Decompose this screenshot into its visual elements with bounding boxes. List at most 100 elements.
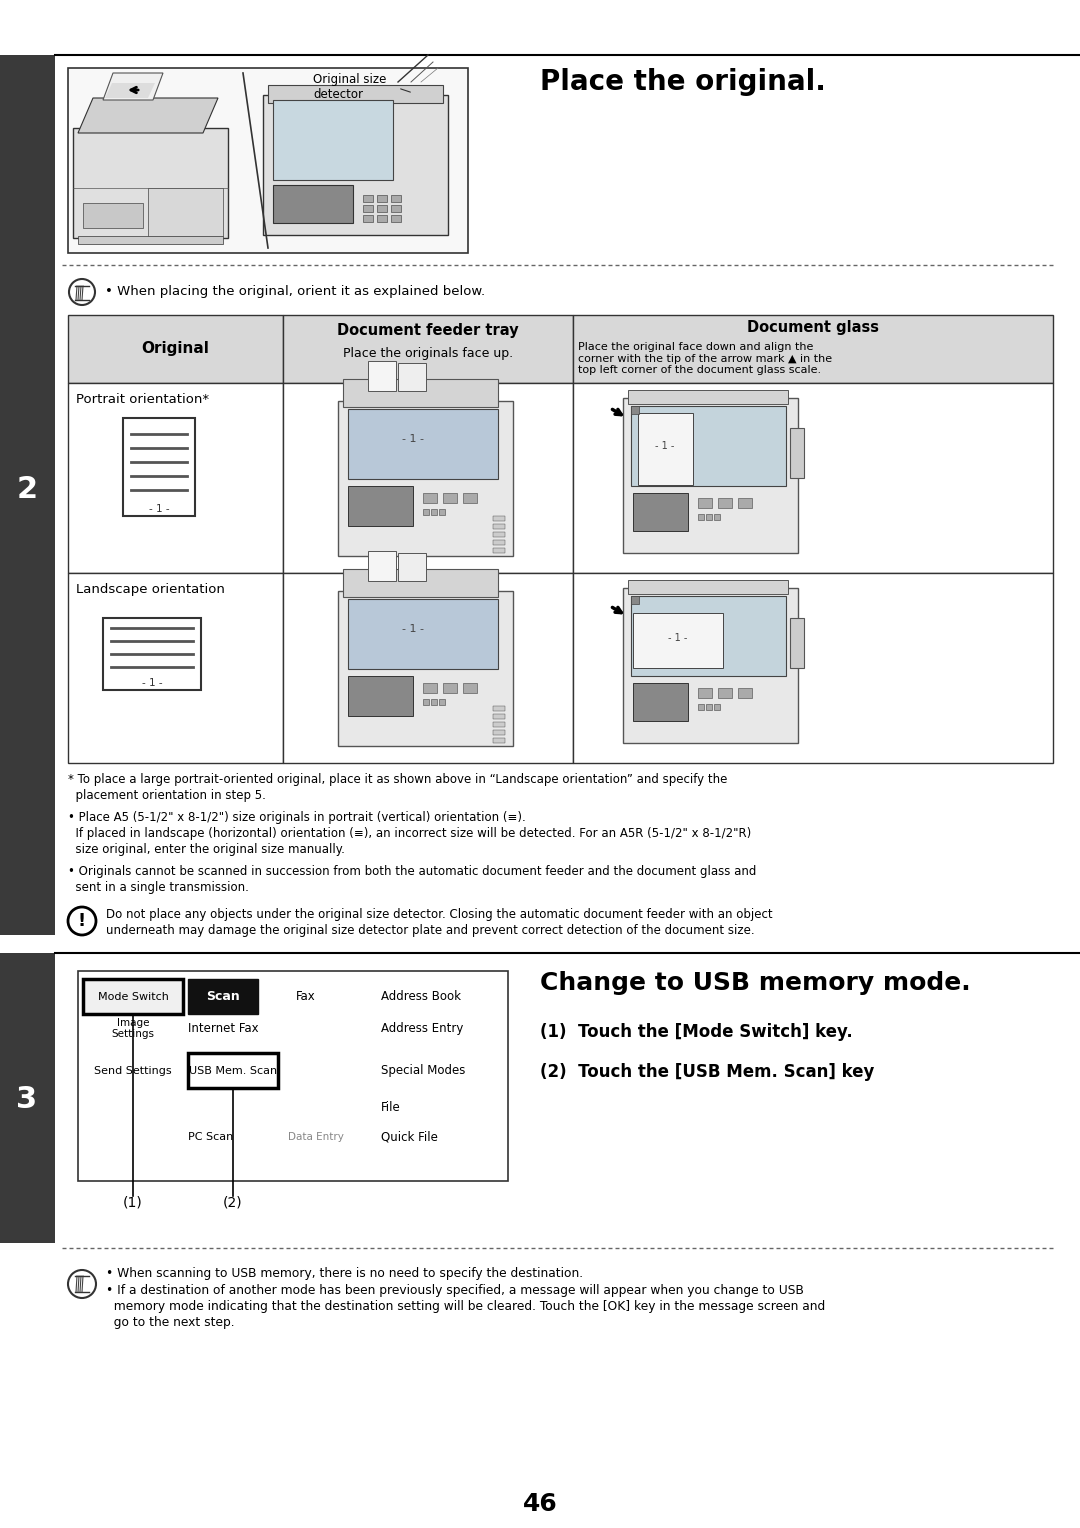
Text: (1)  Touch the [Mode Switch] key.: (1) Touch the [Mode Switch] key.: [540, 1024, 853, 1041]
Bar: [348, 486, 413, 526]
Text: - 1 -: - 1 -: [656, 442, 675, 451]
Text: File: File: [381, 1102, 401, 1114]
Text: (2)  Touch the [USB Mem. Scan] key: (2) Touch the [USB Mem. Scan] key: [540, 1063, 875, 1080]
Bar: [423, 683, 437, 694]
Polygon shape: [105, 83, 156, 98]
Bar: [573, 384, 1053, 573]
Bar: [83, 203, 143, 228]
Bar: [423, 494, 437, 503]
Text: Scan: Scan: [206, 990, 240, 1002]
Bar: [338, 591, 513, 746]
Bar: [283, 315, 573, 384]
Text: Place the original face down and align the
corner with the tip of the arrow mark: Place the original face down and align t…: [578, 342, 832, 376]
Text: Mode Switch: Mode Switch: [97, 992, 168, 1001]
Text: (2): (2): [224, 1196, 243, 1210]
Bar: [431, 698, 437, 704]
Text: Special Modes: Special Modes: [381, 1063, 465, 1077]
Bar: [68, 384, 283, 573]
Text: Image
Settings: Image Settings: [111, 1018, 154, 1039]
Bar: [68, 69, 468, 254]
Bar: [633, 613, 723, 668]
Bar: [399, 364, 426, 391]
Text: Address Entry: Address Entry: [381, 1022, 463, 1034]
Bar: [492, 524, 505, 529]
Bar: [706, 513, 712, 520]
Bar: [631, 406, 639, 414]
Bar: [631, 406, 786, 486]
Text: Document glass: Document glass: [747, 319, 879, 335]
Text: Original size
detector: Original size detector: [313, 73, 387, 101]
Bar: [463, 494, 477, 503]
Bar: [363, 215, 373, 222]
Text: sent in a single transmission.: sent in a single transmission.: [68, 882, 248, 894]
Text: PC Scan: PC Scan: [188, 1132, 233, 1141]
Bar: [789, 428, 804, 478]
Bar: [738, 498, 752, 507]
Polygon shape: [103, 73, 163, 99]
Bar: [698, 688, 712, 698]
Bar: [431, 509, 437, 515]
Bar: [0, 0, 55, 55]
Text: Portrait orientation*: Portrait orientation*: [76, 393, 210, 406]
Bar: [633, 494, 688, 532]
Bar: [638, 413, 693, 484]
Bar: [443, 683, 457, 694]
Bar: [363, 196, 373, 202]
Text: If placed in landscape (horizontal) orientation (≡), an incorrect size will be d: If placed in landscape (horizontal) orie…: [68, 827, 752, 840]
Bar: [0, 935, 55, 953]
Bar: [273, 99, 393, 180]
Bar: [188, 1053, 278, 1088]
Circle shape: [68, 908, 96, 935]
Bar: [0, 1242, 55, 1528]
Bar: [368, 552, 396, 581]
Text: 3: 3: [16, 1085, 38, 1114]
Text: - 1 -: - 1 -: [403, 434, 424, 445]
Bar: [438, 509, 445, 515]
Text: • When placing the original, orient it as explained below.: • When placing the original, orient it a…: [105, 286, 485, 298]
Text: Fax: Fax: [296, 990, 315, 1002]
Bar: [492, 723, 505, 727]
Bar: [343, 379, 498, 406]
Bar: [391, 196, 401, 202]
Text: * To place a large portrait-oriented original, place it as shown above in “Lands: * To place a large portrait-oriented ori…: [68, 773, 727, 785]
Text: memory mode indicating that the destination setting will be cleared. Touch the [: memory mode indicating that the destinat…: [106, 1300, 825, 1313]
Bar: [627, 581, 788, 594]
Bar: [698, 498, 712, 507]
Bar: [631, 596, 786, 675]
Bar: [631, 596, 639, 604]
Bar: [103, 617, 201, 691]
Text: Address Book: Address Book: [381, 990, 461, 1002]
Bar: [148, 188, 222, 235]
Bar: [623, 588, 798, 743]
Text: go to the next step.: go to the next step.: [106, 1316, 234, 1329]
Text: Quick File: Quick File: [381, 1131, 437, 1143]
Text: Do not place any objects under the original size detector. Closing the automatic: Do not place any objects under the origi…: [106, 908, 772, 921]
Text: (1): (1): [123, 1196, 143, 1210]
Bar: [492, 714, 505, 720]
Bar: [443, 494, 457, 503]
Text: Document feeder tray: Document feeder tray: [337, 322, 518, 338]
Bar: [492, 516, 505, 521]
Bar: [627, 390, 788, 403]
Bar: [714, 513, 720, 520]
Text: - 1 -: - 1 -: [149, 504, 170, 513]
Text: 2: 2: [16, 475, 38, 504]
Bar: [188, 979, 258, 1015]
Bar: [492, 532, 505, 536]
Bar: [264, 95, 448, 235]
Bar: [633, 683, 688, 721]
Bar: [718, 498, 732, 507]
Circle shape: [68, 1270, 96, 1297]
Text: Place the originals face up.: Place the originals face up.: [343, 347, 513, 361]
Text: • If a destination of another mode has been previously specified, a message will: • If a destination of another mode has b…: [106, 1284, 804, 1297]
Text: • Originals cannot be scanned in succession from both the automatic document fee: • Originals cannot be scanned in success…: [68, 865, 756, 879]
Bar: [343, 568, 498, 597]
Bar: [492, 539, 505, 545]
Bar: [377, 205, 387, 212]
Bar: [348, 675, 413, 717]
Text: Change to USB memory mode.: Change to USB memory mode.: [540, 970, 971, 995]
Bar: [363, 205, 373, 212]
Bar: [68, 573, 283, 762]
Text: - 1 -: - 1 -: [141, 678, 162, 688]
Text: placement orientation in step 5.: placement orientation in step 5.: [68, 788, 266, 802]
